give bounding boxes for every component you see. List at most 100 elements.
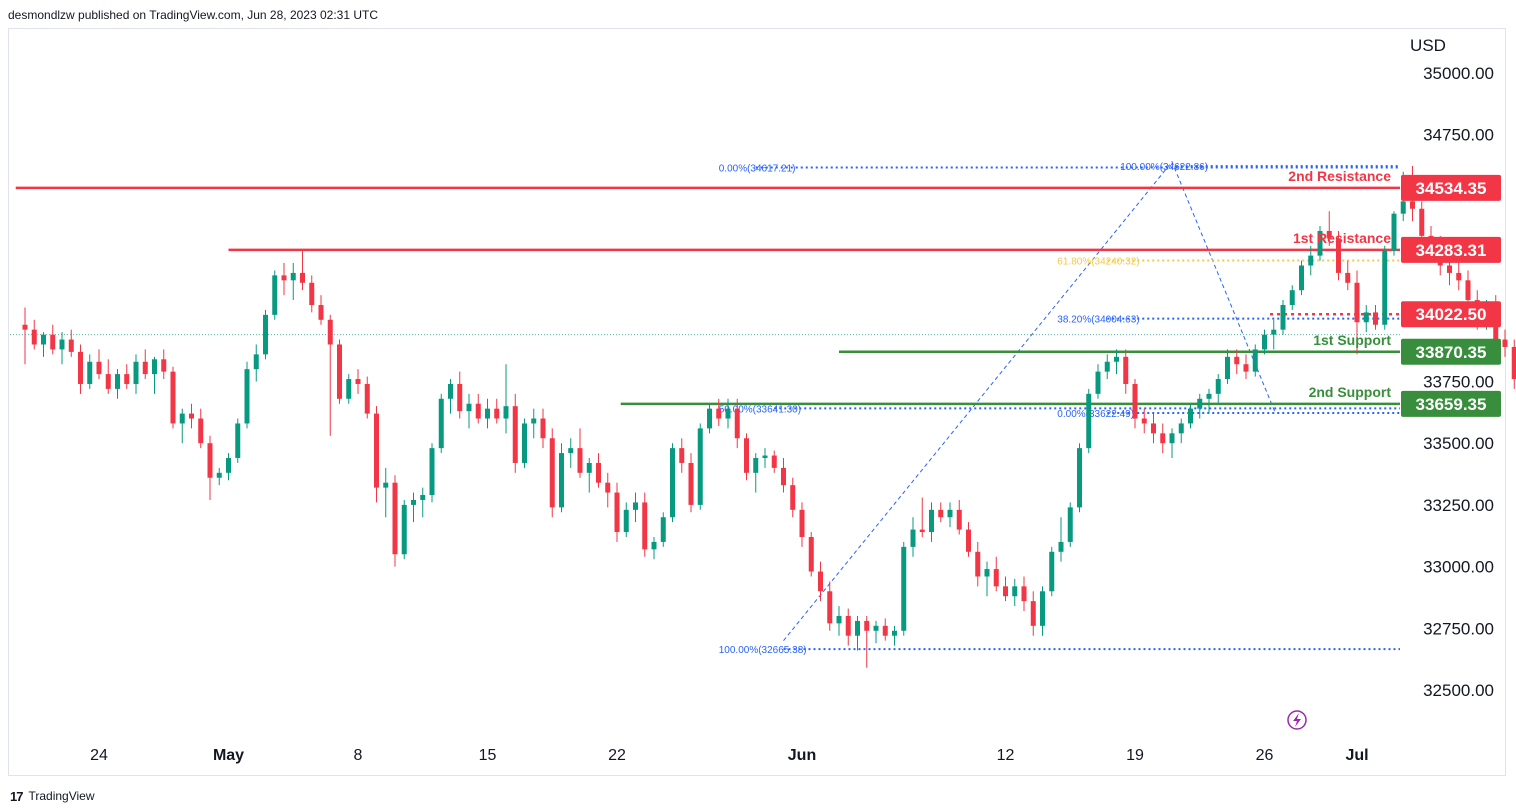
candle (1289, 285, 1295, 310)
candle-body (1058, 541, 1064, 552)
price-tick-label: 35000.00 (1423, 64, 1494, 83)
candle (697, 423, 703, 510)
candle (475, 393, 481, 424)
candle (411, 492, 416, 523)
candle (873, 620, 879, 644)
candle-body (873, 625, 879, 631)
candle-body (31, 329, 37, 345)
fib-trend-line (783, 160, 1277, 641)
candle-body (1095, 371, 1101, 394)
candle (1354, 270, 1360, 355)
candle (725, 398, 731, 429)
candle-body (1067, 507, 1073, 542)
candle (605, 472, 611, 508)
currency-label: USD (1410, 36, 1446, 55)
candle-body (374, 413, 379, 488)
candle-body (984, 569, 990, 577)
candle-body (383, 482, 389, 488)
candle-body (290, 272, 296, 281)
candle (1308, 245, 1314, 276)
candle (660, 512, 666, 547)
candle-body (1197, 398, 1203, 409)
candle-body (1132, 383, 1138, 419)
candle-body (503, 406, 509, 419)
candle-body (1141, 418, 1147, 424)
candle-body (133, 361, 139, 384)
candle-body (1511, 346, 1516, 380)
candle-body (1271, 329, 1277, 335)
candle (633, 492, 638, 523)
candle (966, 522, 971, 557)
candle (300, 250, 305, 291)
candle-body (586, 462, 592, 473)
candle (1160, 423, 1166, 454)
candle-body (1363, 312, 1369, 323)
candles-layer (22, 166, 1516, 668)
candle-body (1308, 255, 1314, 266)
candle (956, 499, 962, 535)
candle-body (1021, 586, 1027, 602)
candle-body (1326, 230, 1332, 239)
candle-body (670, 448, 675, 518)
time-tick-label: 19 (1126, 747, 1144, 764)
candle-body (59, 339, 65, 350)
candle-body (956, 509, 962, 530)
candle-body (1114, 356, 1119, 362)
candle-body (781, 467, 786, 486)
candle (929, 502, 934, 542)
candle-body (734, 408, 740, 439)
candle (938, 502, 944, 523)
candle (993, 556, 999, 592)
candle-body (494, 408, 500, 419)
lightning-icon[interactable] (1287, 710, 1307, 730)
candle-body (78, 351, 83, 384)
candle-body (1234, 356, 1240, 365)
candle (808, 532, 814, 577)
candle (1003, 576, 1008, 602)
candle (688, 453, 694, 513)
candle-body (808, 536, 814, 572)
time-tick-label: 24 (90, 747, 108, 764)
candle (59, 332, 65, 365)
candle (392, 475, 398, 567)
candle-body (105, 374, 111, 389)
candle (1456, 260, 1462, 291)
candle-body (1215, 379, 1221, 394)
candle (466, 393, 472, 429)
time-tick-label: 15 (479, 747, 497, 764)
fib-level-label: 0.00%(33622.49) (1057, 409, 1134, 420)
candle-body (1456, 272, 1462, 281)
candle-body (1345, 272, 1351, 283)
candle-body (836, 615, 842, 624)
candle-body (568, 448, 574, 454)
candle (253, 344, 259, 382)
time-tick-label: 12 (997, 747, 1015, 764)
candle (919, 497, 925, 537)
candle-body (41, 334, 46, 345)
candle (1252, 344, 1258, 377)
candle-body (1382, 250, 1388, 325)
price-tick-label: 33000.00 (1423, 558, 1494, 577)
candle-body (1160, 433, 1166, 444)
candle (586, 458, 592, 493)
candle (337, 339, 342, 404)
candle (651, 536, 657, 560)
candle-body (438, 398, 444, 449)
level-name-label: 1st Support (1313, 332, 1391, 348)
candle-body (235, 423, 241, 459)
candle-body (929, 509, 934, 533)
candle (281, 263, 287, 296)
candle-body (1178, 423, 1184, 434)
candle-body (1465, 280, 1471, 301)
candle (734, 398, 740, 449)
candle (1086, 388, 1092, 454)
candle (1336, 230, 1341, 281)
candle-body (975, 551, 981, 577)
candle (790, 477, 796, 518)
candle (374, 406, 379, 503)
candle (327, 314, 333, 436)
candle (78, 344, 83, 394)
candle (50, 324, 56, 355)
candle (1511, 339, 1516, 389)
